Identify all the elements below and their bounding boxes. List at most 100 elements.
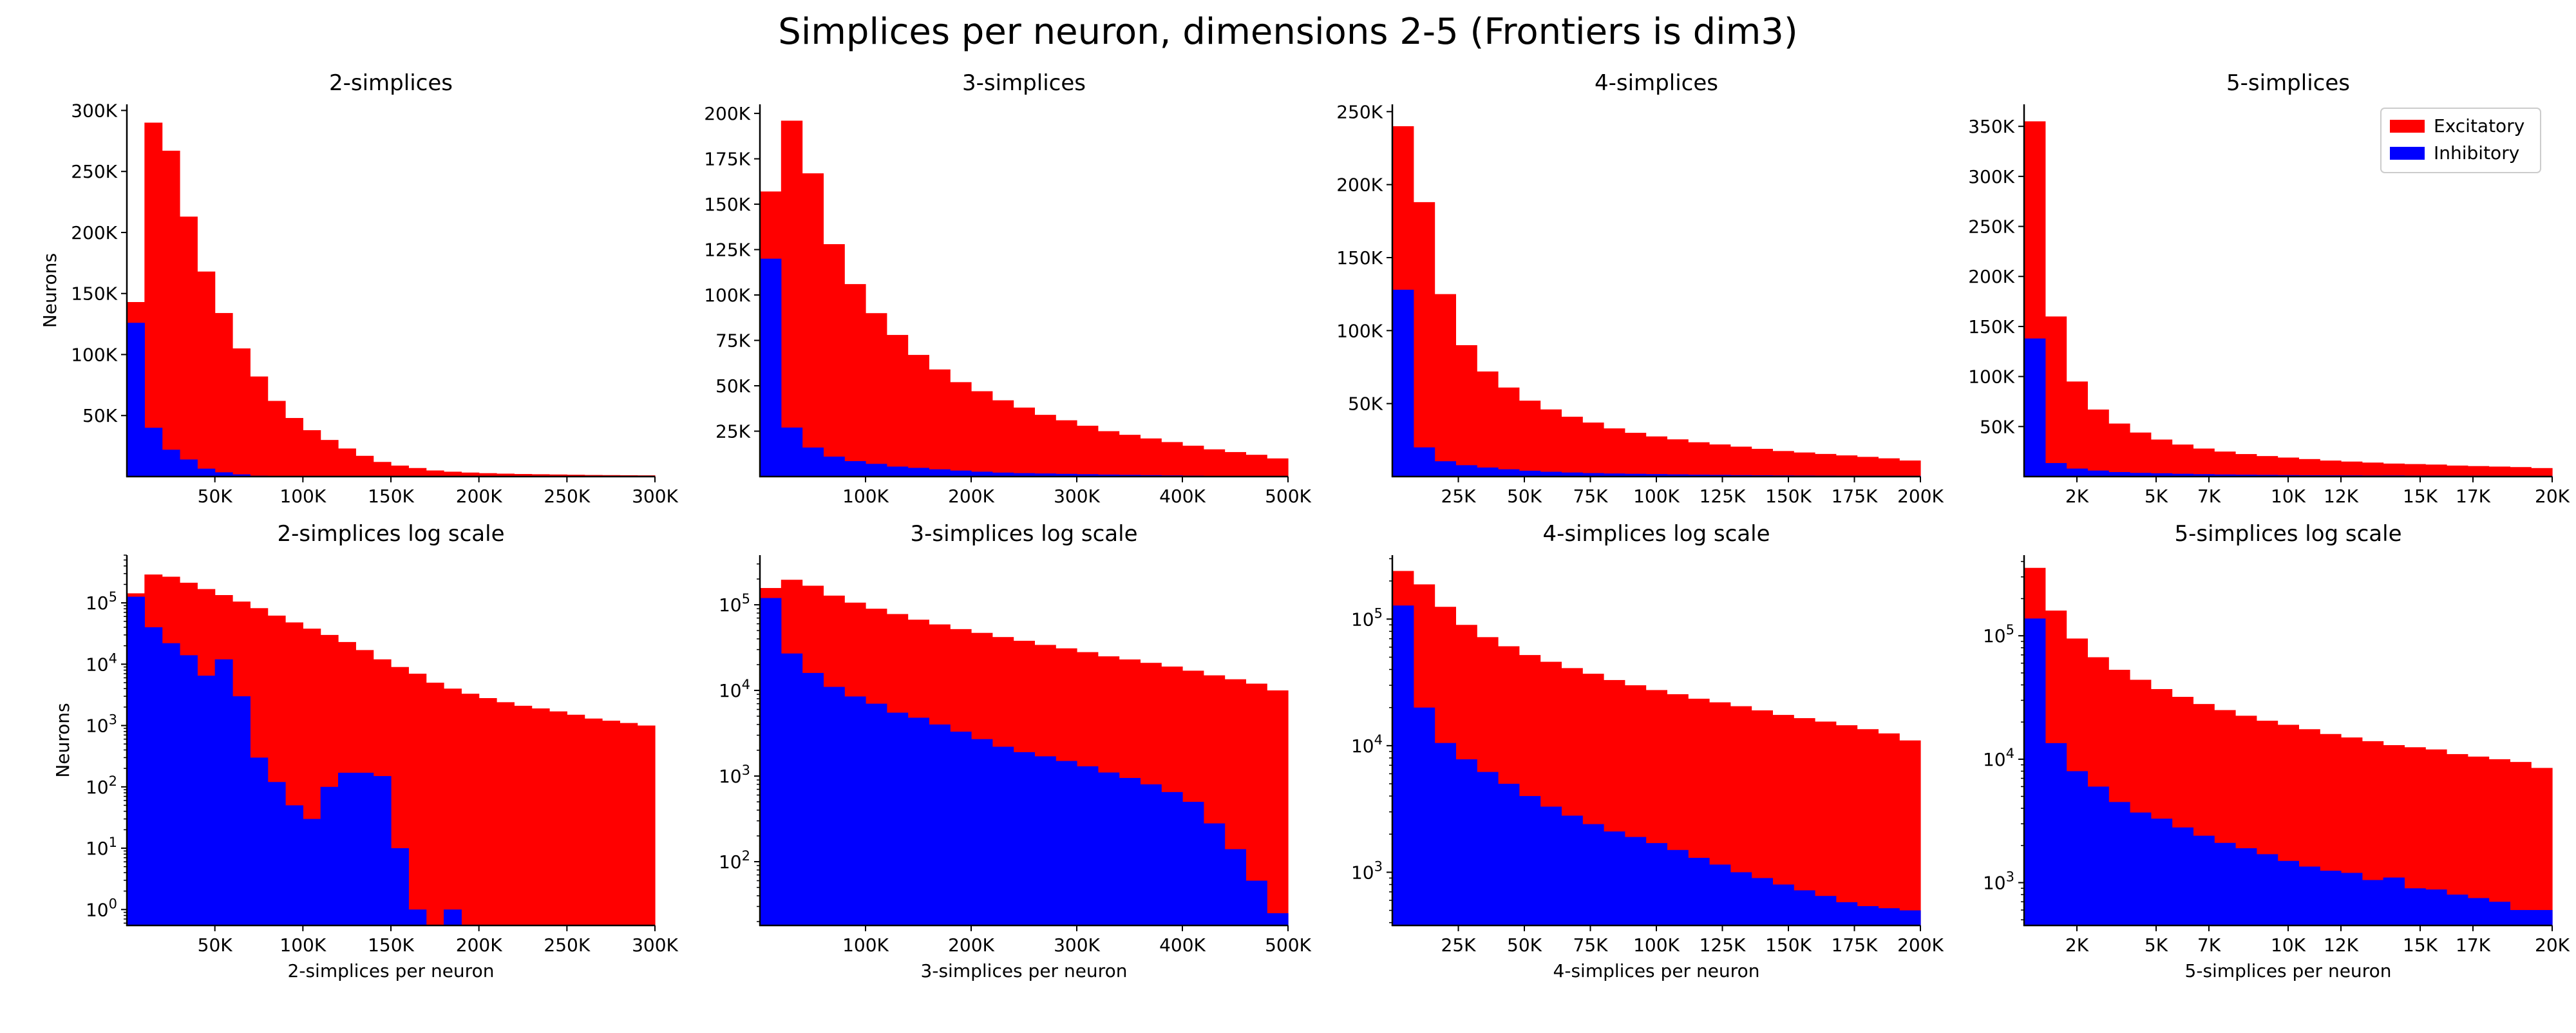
- x-tick-label: 75K: [1573, 934, 1609, 956]
- excitatory-bar: [1034, 415, 1056, 477]
- excitatory-bar: [1730, 447, 1752, 477]
- excitatory-bar: [532, 708, 550, 925]
- excitatory-bar: [620, 723, 638, 925]
- inhibitory-bar: [1056, 761, 1077, 925]
- inhibitory-bar: [1498, 784, 1519, 925]
- excitatory-bar: [180, 216, 198, 477]
- excitatory-bar: [2362, 462, 2383, 477]
- excitatory-bar: [215, 313, 233, 477]
- y-tick-label: 50K: [82, 405, 118, 426]
- x-tick-label: 20K: [2535, 486, 2570, 507]
- excitatory-bar: [1077, 426, 1098, 477]
- excitatory-bar: [1582, 422, 1604, 477]
- inhibitory-bar: [823, 687, 844, 925]
- excitatory-bar: [1646, 437, 1667, 477]
- excitatory-bar: [1140, 439, 1161, 477]
- excitatory-bar: [2067, 381, 2088, 477]
- excitatory-bar: [823, 244, 844, 477]
- panel-title: 4-simplices: [1595, 70, 1718, 96]
- x-tick-label: 175K: [1832, 486, 1878, 507]
- x-tick-label: 175K: [1832, 934, 1878, 956]
- inhibitory-bar: [2193, 836, 2214, 925]
- inhibitory-bar: [2151, 819, 2172, 925]
- x-tick-label: 100K: [842, 486, 889, 507]
- excitatory-bar: [1794, 453, 1815, 477]
- inhibitory-bar: [950, 471, 971, 477]
- x-tick-label: 15K: [2403, 934, 2438, 956]
- x-tick-label: 2K: [2065, 486, 2089, 507]
- legend-swatch-inhibitory: [2390, 147, 2425, 160]
- y-tick-label: 200K: [1968, 266, 2014, 287]
- excitatory-bar: [1098, 431, 1119, 477]
- excitatory-bar: [2383, 464, 2405, 477]
- x-tick-label: 400K: [1159, 486, 1206, 507]
- excitatory-bar: [2489, 466, 2510, 477]
- inhibitory-bar: [162, 450, 180, 477]
- x-tick-label: 100K: [1633, 934, 1680, 956]
- x-tick-label: 12K: [2324, 486, 2359, 507]
- y-axis-label: Neurons: [52, 703, 73, 777]
- inhibitory-bar: [2341, 873, 2362, 925]
- excitatory-bar: [2341, 462, 2362, 477]
- excitatory-bar: [2045, 316, 2067, 477]
- excitatory-bar: [2235, 454, 2257, 477]
- y-tick-label: 200K: [1336, 175, 1383, 196]
- excitatory-bar: [1836, 455, 1857, 477]
- x-tick-label: 10K: [2271, 486, 2306, 507]
- y-tick-label: 103: [1983, 869, 2014, 894]
- excitatory-bar: [2214, 451, 2235, 477]
- x-tick-label: 20K: [2535, 934, 2570, 956]
- inhibitory-bar: [338, 773, 356, 925]
- excitatory-bar: [866, 313, 887, 477]
- inhibitory-bar: [1455, 465, 1477, 477]
- y-tick-label: 200K: [704, 103, 750, 124]
- excitatory-bar: [1182, 446, 1204, 477]
- excitatory-bar: [2531, 768, 2552, 925]
- inhibitory-bar: [2320, 871, 2341, 925]
- inhibitory-bar: [444, 909, 462, 925]
- excitatory-bar: [1836, 725, 1857, 925]
- inhibitory-bar: [180, 459, 198, 477]
- excitatory-bar: [1119, 435, 1141, 477]
- excitatory-bar: [303, 430, 321, 477]
- excitatory-bar: [268, 401, 286, 477]
- y-tick-label: 50K: [1980, 416, 2015, 437]
- y-tick-label: 101: [86, 835, 117, 859]
- excitatory-bar: [514, 706, 532, 925]
- excitatory-bar: [2087, 410, 2108, 477]
- inhibitory-bar: [908, 717, 929, 925]
- excitatory-bar: [2193, 448, 2214, 477]
- y-tick-label: 250K: [1968, 216, 2014, 238]
- inhibitory-bar: [1752, 878, 1773, 925]
- x-tick-label: 50K: [1507, 486, 1542, 507]
- inhibitory-bar: [1098, 773, 1119, 925]
- inhibitory-bar: [232, 696, 251, 925]
- y-tick-label: 25K: [715, 421, 751, 442]
- inhibitory-bar: [1077, 766, 1098, 925]
- panel-title: 5-simplices: [2226, 70, 2350, 96]
- x-tick-label: 150K: [368, 486, 414, 507]
- excitatory-bar: [338, 448, 356, 477]
- inhibitory-bar: [2024, 339, 2045, 477]
- inhibitory-bar: [268, 782, 286, 925]
- excitatory-bar: [1878, 459, 1899, 477]
- inhibitory-bar: [992, 746, 1014, 925]
- inhibitory-bar: [1836, 902, 1857, 925]
- excitatory-bar: [1857, 457, 1879, 477]
- inhibitory-bar: [887, 466, 908, 477]
- inhibitory-bar: [1414, 448, 1435, 477]
- excitatory-bar: [1014, 408, 1035, 477]
- x-tick-label: 250K: [544, 486, 590, 507]
- excitatory-bar: [950, 382, 971, 477]
- x-tick-label: 100K: [279, 486, 326, 507]
- excitatory-bar: [1688, 442, 1709, 477]
- excitatory-bar: [426, 683, 444, 925]
- inhibitory-bar: [2257, 854, 2278, 925]
- excitatory-bar: [232, 348, 251, 477]
- inhibitory-bar: [866, 464, 887, 477]
- excitatory-bar: [1225, 452, 1246, 477]
- excitatory-bar: [1455, 345, 1477, 477]
